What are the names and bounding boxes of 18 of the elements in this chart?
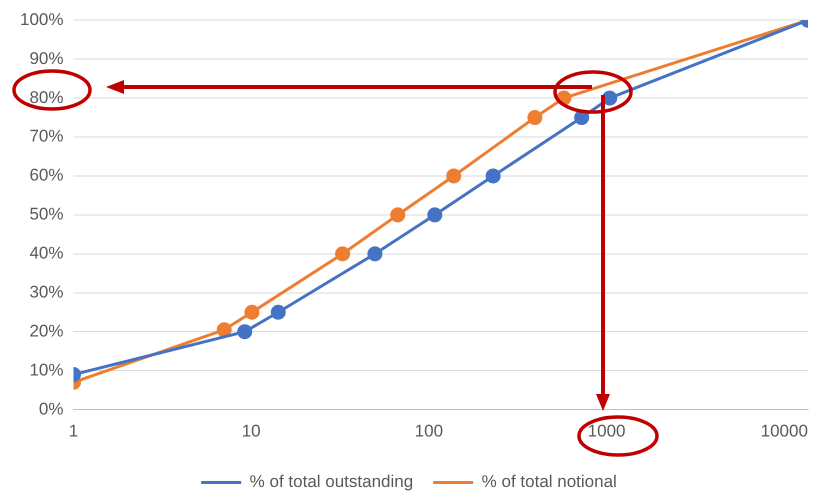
y-tick-label: 60% (29, 166, 64, 185)
y-tick-label: 30% (29, 282, 64, 302)
y-tick-label: 0% (38, 399, 64, 418)
x-tick-label: 10 (242, 421, 261, 440)
y-tick-label: 100% (20, 10, 64, 29)
y-tick-label: 70% (29, 126, 64, 146)
legend-label: % of total outstanding (250, 472, 414, 492)
y-tick-label: 90% (29, 48, 64, 68)
x-tick-label: 100 (414, 421, 444, 440)
y-tick-label: 10% (29, 360, 64, 380)
y-tick-label: 50% (29, 204, 64, 224)
y-tick-label: 40% (29, 244, 64, 263)
x-tick-label: 1 (68, 421, 78, 440)
x-tick-label: 1000 (588, 421, 626, 440)
y-tick-label: 80% (29, 88, 64, 107)
y-tick-label: 20% (29, 321, 64, 340)
legend-label: % of total notional (482, 472, 617, 492)
x-tick-label: 10000 (760, 421, 808, 440)
